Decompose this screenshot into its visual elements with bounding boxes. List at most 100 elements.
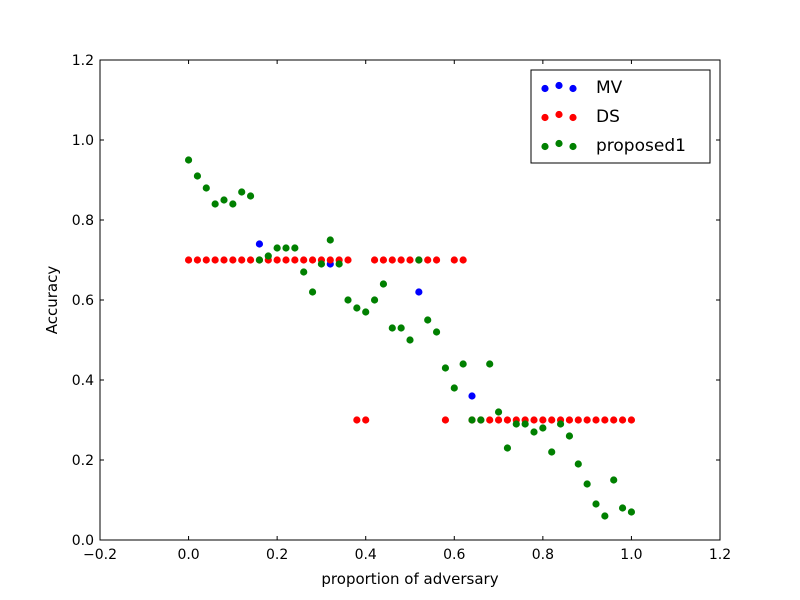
data-point-ds	[601, 416, 609, 424]
series-ds	[184, 256, 636, 424]
data-point-ds	[397, 256, 405, 264]
x-tick-label: 0.2	[266, 547, 288, 563]
data-point-proposed1	[220, 196, 228, 204]
data-point-proposed1	[574, 460, 582, 468]
series-proposed1	[184, 156, 636, 520]
data-point-proposed1	[424, 316, 432, 324]
legend-label: proposed1	[596, 136, 686, 156]
data-point-proposed1	[486, 360, 494, 368]
data-point-proposed1	[415, 256, 423, 264]
legend-marker	[555, 139, 563, 148]
legend-marker	[555, 110, 563, 119]
data-point-ds	[273, 256, 281, 264]
y-tick-label: 0.4	[72, 373, 94, 389]
data-point-ds	[618, 416, 627, 424]
data-point-ds	[379, 256, 388, 264]
data-point-proposed1	[388, 324, 396, 332]
data-point-ds	[353, 416, 361, 424]
legend-marker	[541, 142, 549, 151]
data-point-ds	[539, 416, 547, 424]
data-point-proposed1	[432, 328, 441, 336]
legend-marker	[569, 142, 577, 151]
data-point-ds	[627, 416, 636, 424]
axis-ticks: −0.2 0.0 0.2 0.4 0.6 0.8 1.0 1.20.00.20.40.60.8…	[72, 53, 731, 563]
legend-entry-mv: MV	[541, 78, 623, 98]
data-point-proposed1	[503, 444, 512, 452]
data-point-ds	[450, 256, 458, 264]
data-point-proposed1	[477, 416, 485, 424]
data-point-ds	[291, 256, 299, 264]
data-point-ds	[503, 416, 512, 424]
data-point-proposed1	[238, 188, 246, 196]
data-point-ds	[432, 256, 441, 264]
data-point-proposed1	[450, 384, 458, 392]
data-point-proposed1	[521, 420, 529, 428]
data-point-ds	[494, 416, 503, 424]
data-point-ds	[300, 256, 308, 264]
legend-label: MV	[596, 78, 623, 98]
data-point-mv	[255, 240, 264, 248]
data-point-ds	[229, 256, 237, 264]
data-point-proposed1	[548, 448, 556, 456]
data-point-proposed1	[326, 236, 334, 244]
data-point-ds	[220, 256, 228, 264]
data-point-ds	[211, 256, 219, 264]
data-point-proposed1	[627, 508, 636, 516]
y-tick-label: 0.8	[72, 213, 94, 229]
data-point-ds	[362, 416, 370, 424]
data-point-proposed1	[610, 476, 618, 484]
data-point-ds	[326, 256, 334, 264]
data-points	[184, 156, 636, 520]
data-point-ds	[565, 416, 574, 424]
data-point-proposed1	[406, 336, 414, 344]
data-point-ds	[202, 256, 210, 264]
data-point-proposed1	[282, 244, 290, 252]
data-point-proposed1	[583, 480, 591, 488]
data-point-proposed1	[264, 252, 272, 260]
legend-entry-proposed1: proposed1	[541, 136, 686, 156]
y-axis-label: Accuracy	[43, 266, 61, 335]
data-point-proposed1	[539, 424, 547, 432]
data-point-proposed1	[468, 416, 476, 424]
data-point-proposed1	[601, 512, 609, 520]
legend-marker	[555, 81, 563, 90]
data-point-ds	[424, 256, 432, 264]
x-axis-label: proportion of adversary	[321, 570, 498, 588]
data-point-ds	[388, 256, 396, 264]
data-point-proposed1	[592, 500, 600, 508]
data-point-proposed1	[202, 184, 210, 192]
legend: MV DS proposed1	[530, 69, 711, 164]
data-point-proposed1	[255, 256, 264, 264]
data-point-proposed1	[317, 260, 326, 268]
data-point-proposed1	[193, 172, 202, 180]
data-point-proposed1	[246, 192, 255, 200]
legend-marker	[541, 113, 549, 122]
data-point-proposed1	[530, 428, 538, 436]
data-point-proposed1	[229, 200, 237, 208]
y-tick-label: 0.6	[72, 293, 94, 309]
legend-marker	[541, 84, 549, 93]
data-point-ds	[583, 416, 591, 424]
x-tick-label: 1.2	[709, 547, 731, 563]
y-tick-label: 1.0	[72, 133, 94, 149]
x-tick-label: 0.0	[177, 547, 199, 563]
data-point-proposed1	[618, 504, 627, 512]
data-point-proposed1	[335, 260, 343, 268]
y-tick-label: 1.2	[72, 53, 94, 69]
data-point-proposed1	[494, 408, 503, 416]
data-point-proposed1	[379, 280, 388, 288]
data-point-ds	[441, 416, 450, 424]
x-tick-label: 0.4	[355, 547, 377, 563]
series-mv	[255, 240, 476, 400]
data-point-ds	[308, 256, 317, 264]
x-tick-label: 0.6	[443, 547, 465, 563]
data-point-proposed1	[353, 304, 361, 312]
data-point-proposed1	[184, 156, 193, 164]
data-point-ds	[530, 416, 538, 424]
data-point-proposed1	[370, 296, 379, 304]
legend-label: DS	[596, 107, 620, 127]
data-point-ds	[282, 256, 290, 264]
data-point-proposed1	[362, 308, 370, 316]
data-point-ds	[193, 256, 202, 264]
